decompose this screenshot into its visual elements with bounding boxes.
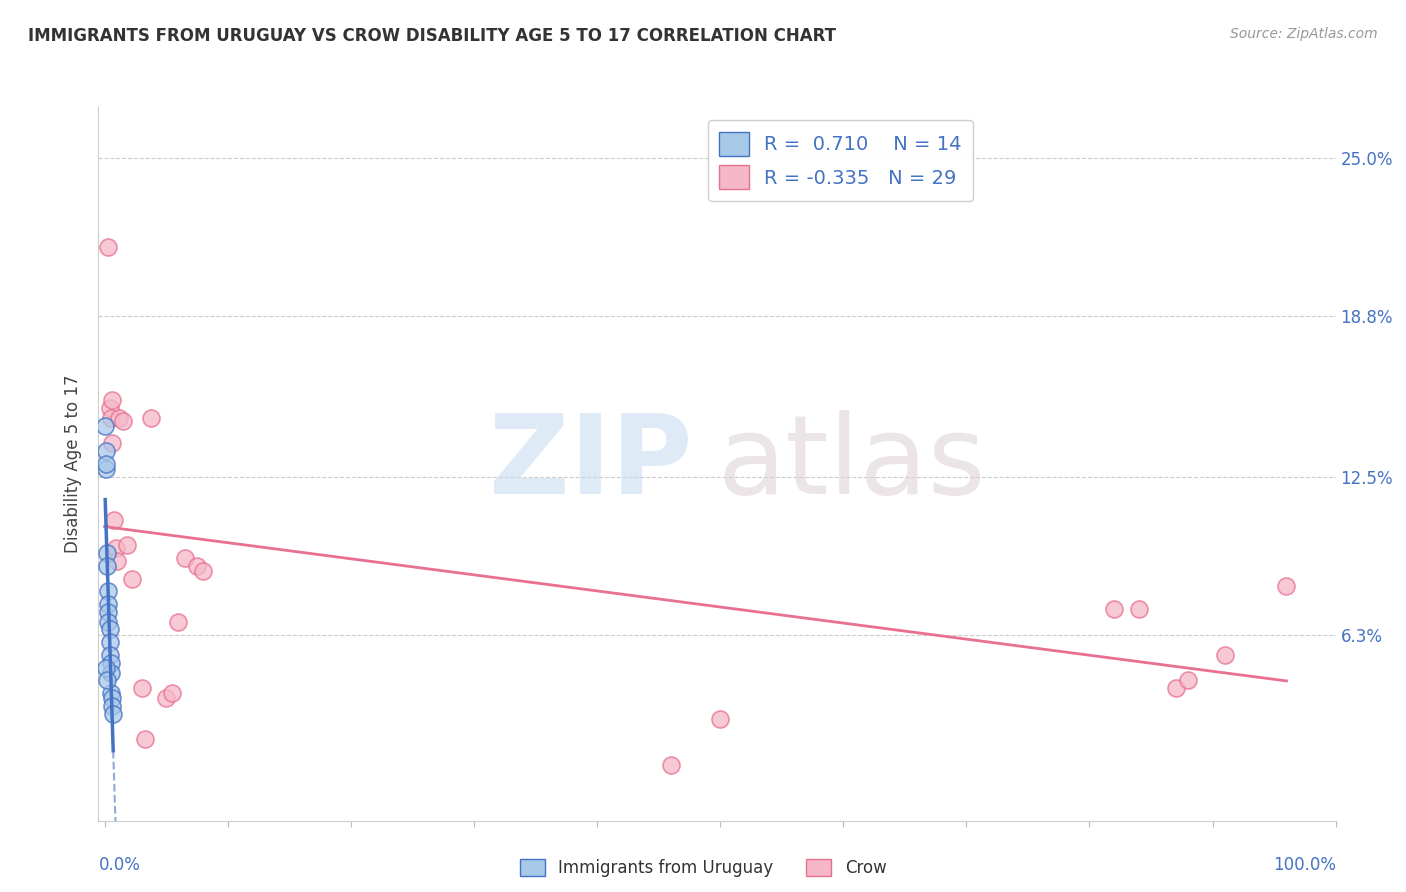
Point [1213, 648, 1236, 662]
Point [96, 457, 118, 471]
Point [98, 648, 121, 662]
Point [105, 554, 128, 568]
Point [101, 691, 124, 706]
Point [1128, 602, 1150, 616]
Point [101, 698, 124, 713]
Point [141, 411, 163, 425]
Text: 0.0%: 0.0% [98, 856, 141, 874]
Point [1164, 681, 1187, 695]
Point [96, 673, 118, 688]
Point [103, 513, 125, 527]
Point [659, 757, 682, 772]
Point [103, 706, 125, 721]
Point [100, 686, 122, 700]
Point [155, 691, 177, 706]
Point [1102, 602, 1125, 616]
Text: Source: ZipAtlas.com: Source: ZipAtlas.com [1230, 27, 1378, 41]
Text: IMMIGRANTS FROM URUGUAY VS CROW DISABILITY AGE 5 TO 17 CORRELATION CHART: IMMIGRANTS FROM URUGUAY VS CROW DISABILI… [28, 27, 837, 45]
Point [108, 411, 131, 425]
Point [134, 732, 156, 747]
Text: ZIP: ZIP [489, 410, 692, 517]
Point [98, 635, 121, 649]
Point [191, 564, 214, 578]
Point [115, 538, 138, 552]
Text: 100.0%: 100.0% [1272, 856, 1336, 874]
Legend: Immigrants from Uruguay, Crow: Immigrants from Uruguay, Crow [513, 852, 893, 884]
Point [131, 681, 153, 695]
Point [173, 551, 195, 566]
Point [96, 558, 118, 573]
Point [94, 418, 117, 433]
Point [100, 656, 122, 670]
Point [121, 572, 143, 586]
Legend: R =  0.710    N = 14, R = -0.335   N = 29: R = 0.710 N = 14, R = -0.335 N = 29 [707, 120, 973, 201]
Point [96, 546, 118, 560]
Point [1177, 673, 1199, 688]
Point [112, 413, 135, 427]
Point [97, 605, 120, 619]
Point [94, 444, 117, 458]
Y-axis label: Disability Age 5 to 17: Disability Age 5 to 17 [65, 375, 83, 553]
Point [709, 712, 731, 726]
Point [100, 411, 122, 425]
Point [96, 661, 118, 675]
Point [101, 393, 124, 408]
Point [94, 462, 117, 476]
Point [97, 240, 120, 254]
Point [101, 436, 124, 450]
Point [97, 584, 120, 599]
Point [162, 686, 184, 700]
Point [97, 615, 120, 629]
Point [100, 665, 122, 680]
Point [98, 401, 121, 415]
Text: atlas: atlas [717, 410, 986, 517]
Point [1275, 579, 1298, 593]
Point [97, 597, 120, 611]
Point [104, 541, 127, 555]
Point [186, 558, 208, 573]
Point [98, 623, 121, 637]
Point [167, 615, 190, 629]
